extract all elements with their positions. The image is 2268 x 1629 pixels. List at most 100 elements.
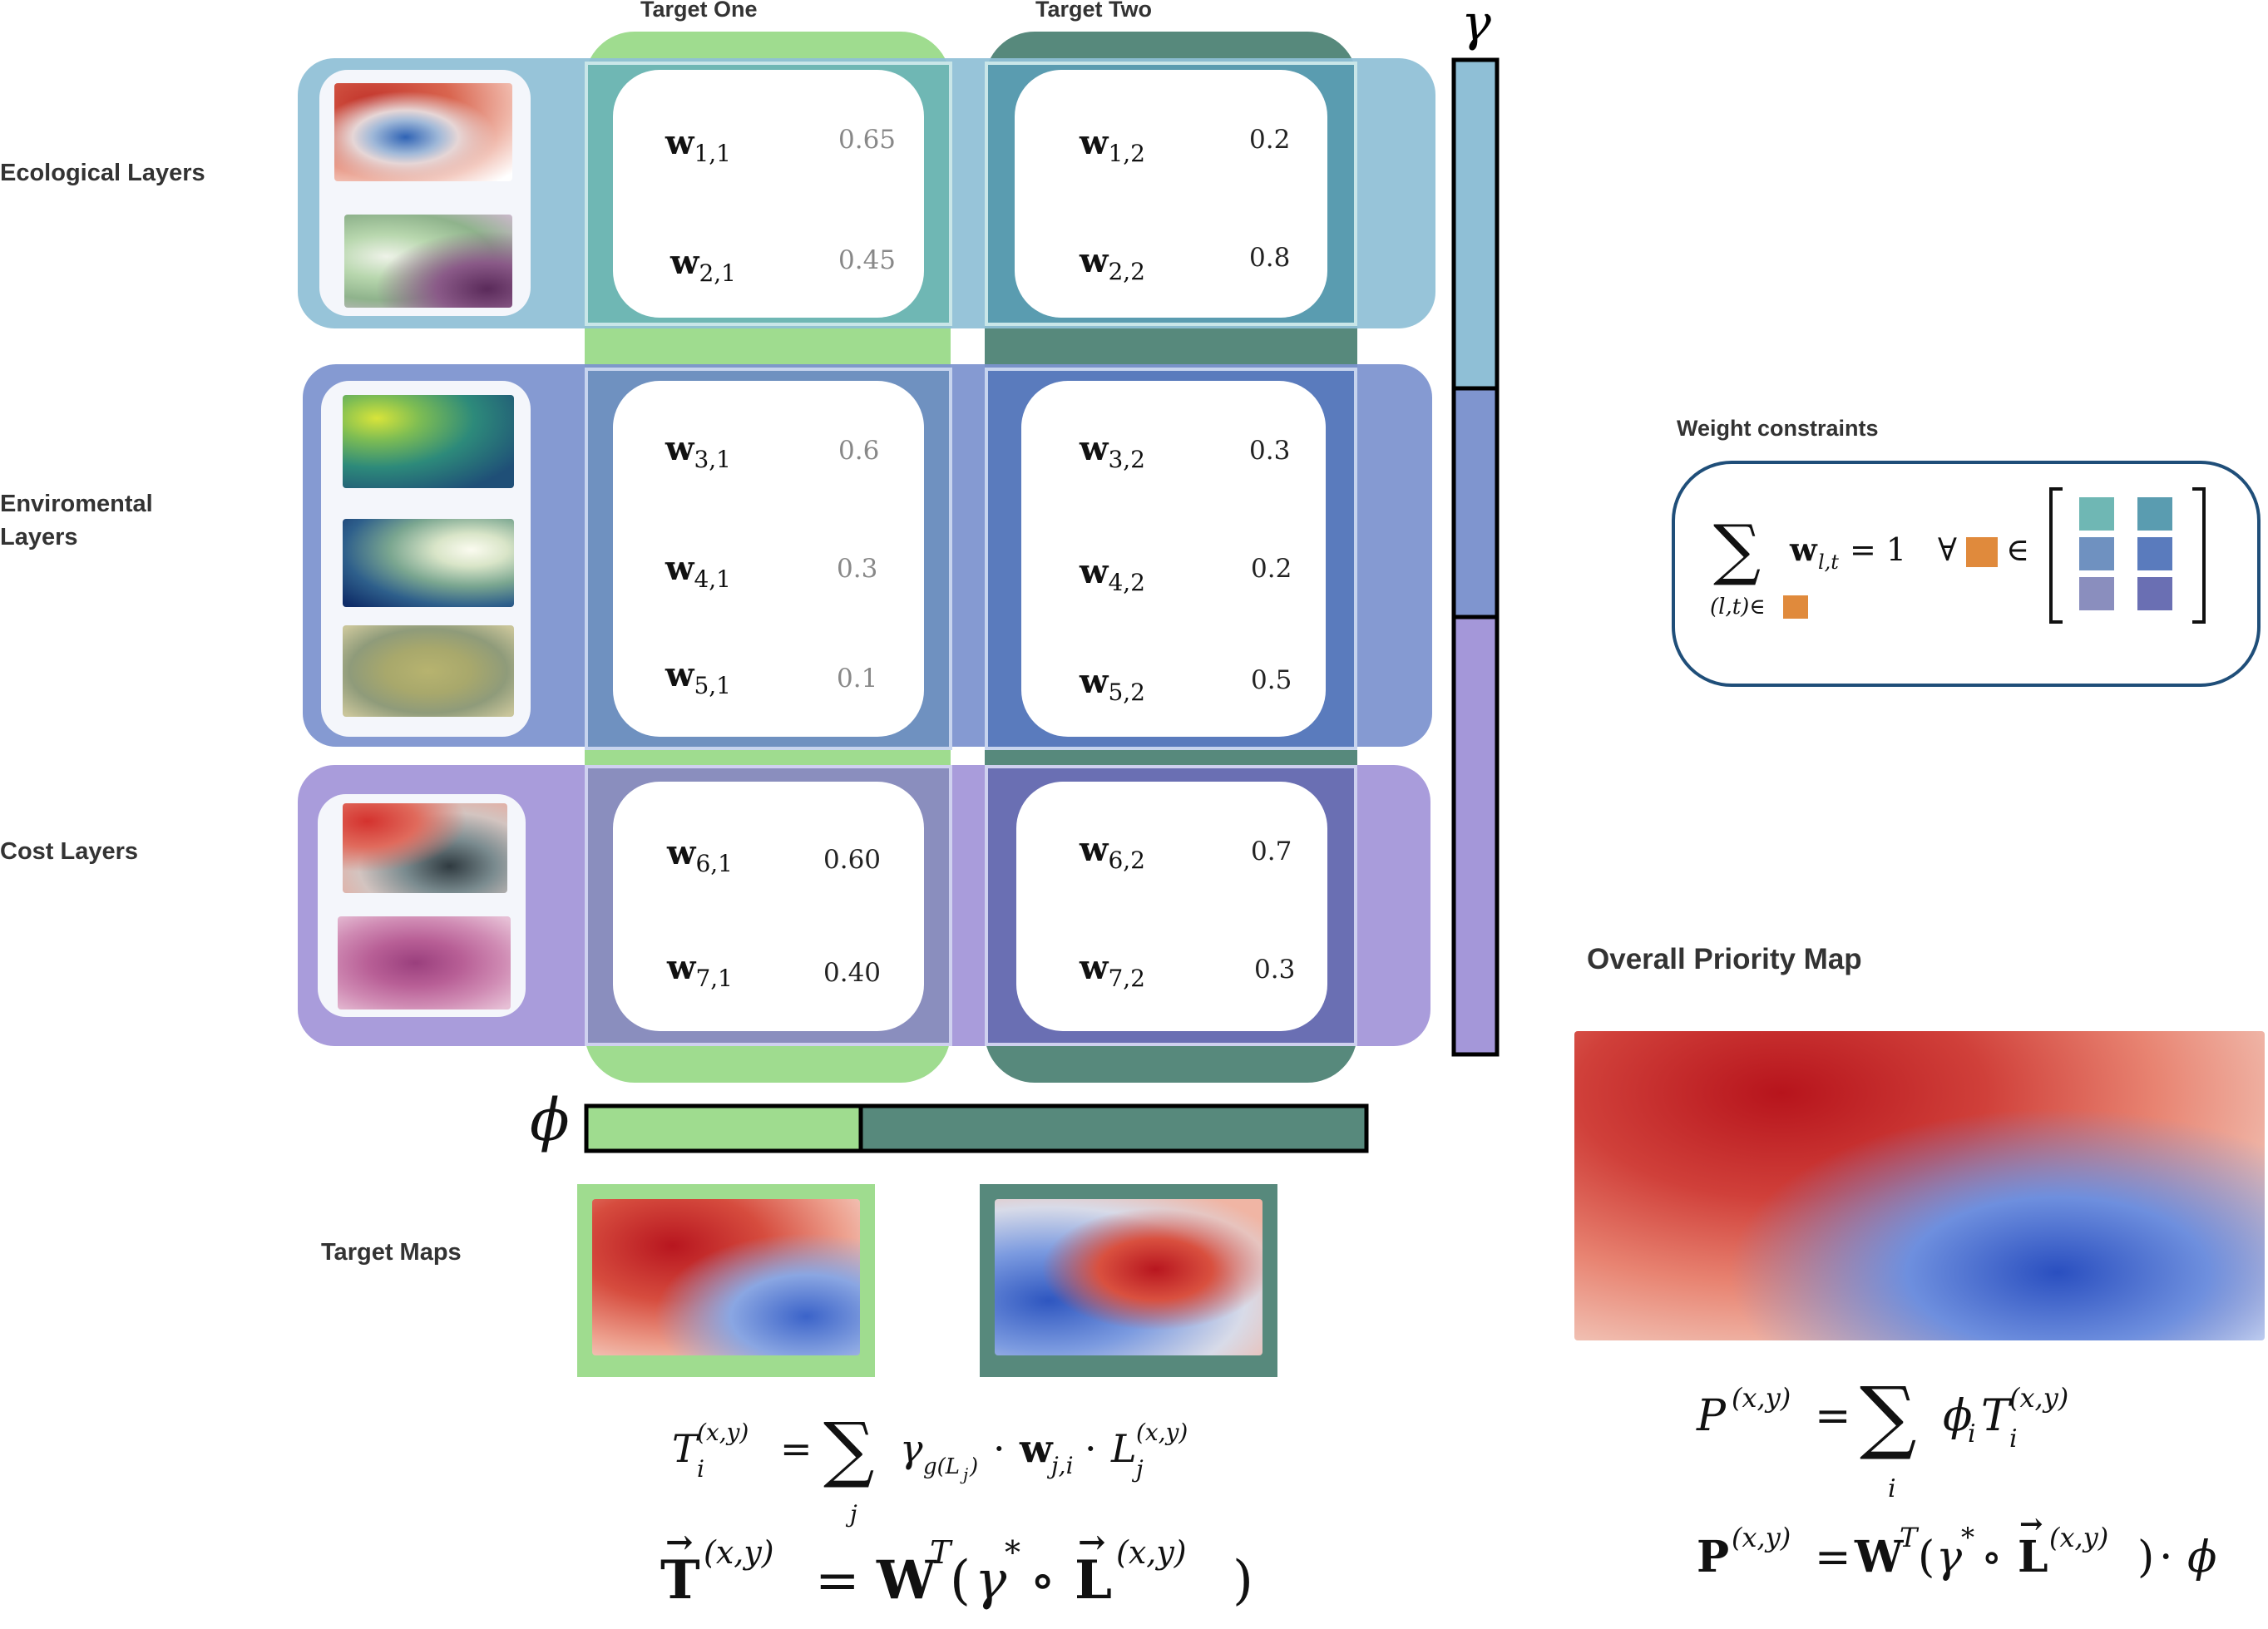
svg-text:T: T: [930, 1534, 953, 1571]
weight-w51-label: w5,1: [665, 655, 731, 699]
constraint-equals: = 1: [1850, 531, 1906, 568]
svg-text:*: *: [1005, 1534, 1020, 1571]
svg-text:): ): [969, 1454, 978, 1479]
svg-text:): ): [2137, 1533, 2154, 1582]
svg-text:g(L: g(L: [923, 1454, 960, 1479]
weight-card-eco-t2: [1015, 70, 1327, 318]
svg-text:(x,y): (x,y): [697, 1419, 749, 1446]
svg-text:w: w: [1019, 1426, 1054, 1471]
gamma-symbol: γ: [1461, 0, 1491, 52]
constraint-forall: ∀: [1938, 531, 1957, 568]
weight-w72-label: w7,2: [1080, 948, 1145, 992]
row-label-cost: Cost Layers: [0, 838, 139, 865]
svg-text:T: T: [1900, 1522, 1920, 1553]
svg-text:j,i: j,i: [1046, 1452, 1074, 1479]
weight-w62-label: w6,2: [1080, 830, 1145, 874]
phi-bar: [584, 1103, 1369, 1153]
svg-text:ϕ: ϕ: [1943, 1391, 1972, 1441]
matrix-cell-cost-t1: [2079, 577, 2114, 610]
phi-segment-target-two: [858, 1103, 1369, 1153]
svg-text:i: i: [2009, 1424, 2018, 1454]
svg-text:ϕ: ϕ: [2187, 1533, 2216, 1582]
svg-text:i: i: [697, 1455, 704, 1483]
svg-text:i: i: [1968, 1419, 1976, 1449]
weight-w21-label: w2,1: [670, 243, 736, 287]
matrix-cell-eco-t2: [2137, 497, 2172, 531]
weight-card-env-t2: [1021, 381, 1326, 737]
svg-text:=: =: [1815, 1533, 1851, 1582]
priority-formula: P (x,y) = ∑ i ϕ i T (x,y) i P (x,y) = W …: [1696, 1370, 2216, 1582]
row-label-ecological: Ecological Layers: [0, 160, 205, 186]
weight-w52-value: 0.5: [1251, 665, 1292, 695]
weight-card-cost-t2: [1016, 782, 1327, 1031]
matrix-cell-env-t1: [2079, 537, 2114, 570]
svg-text:j: j: [960, 1464, 968, 1484]
svg-text:*: *: [1961, 1522, 1974, 1553]
svg-text:∘: ∘: [1981, 1533, 2003, 1582]
priority-map-title: Overall Priority Map: [1587, 943, 1862, 975]
phi-segment-target-one: [584, 1103, 863, 1153]
svg-text:=: =: [1815, 1391, 1851, 1441]
weight-w71-label: w7,1: [667, 948, 733, 992]
weight-w42-value: 0.2: [1251, 554, 1292, 584]
ecological-map-1: [334, 83, 512, 181]
svg-text:i: i: [1888, 1474, 1896, 1503]
phi-symbol: ϕ: [530, 1086, 570, 1154]
weight-w12-value: 0.2: [1249, 125, 1291, 155]
matrix-cell-eco-t1: [2079, 497, 2114, 531]
weight-w51-value: 0.1: [837, 664, 878, 694]
svg-text:L: L: [2018, 1532, 2048, 1582]
ecological-map-2: [344, 215, 512, 308]
weight-w21-value: 0.45: [838, 245, 897, 275]
cost-map-1: [343, 803, 507, 893]
target-two-map: [995, 1199, 1262, 1355]
svg-text:l,t: l,t: [1818, 550, 1839, 574]
svg-text:(x,y): (x,y): [2049, 1522, 2108, 1553]
weight-card-env-t1: [613, 381, 924, 737]
svg-text:(: (: [1918, 1533, 1934, 1582]
constraint-sum-sub: (l,t)∈: [1710, 595, 1766, 620]
svg-text:·: ·: [1085, 1426, 1097, 1471]
weight-constraints-title: Weight constraints: [1677, 416, 1879, 441]
svg-text:=: =: [815, 1550, 860, 1612]
svg-text:L: L: [1110, 1426, 1137, 1471]
svg-text:→: →: [2019, 1508, 2043, 1541]
svg-text:(: (: [950, 1550, 971, 1612]
weight-constraints-formula: ∑ (l,t)∈ w l,t = 1 ∀ ∈: [1710, 487, 2206, 624]
priority-map: [1574, 1031, 2265, 1340]
weight-w12-label: w1,2: [1080, 123, 1145, 167]
svg-text:(x,y): (x,y): [1116, 1534, 1187, 1571]
svg-text:=: =: [780, 1426, 813, 1471]
svg-text:j: j: [845, 1500, 857, 1528]
svg-text:∘: ∘: [1030, 1550, 1055, 1612]
svg-text:(x,y): (x,y): [1732, 1522, 1791, 1553]
header-target-two: Target Two: [1035, 0, 1152, 22]
gamma-segment-ecological: [1451, 57, 1500, 391]
svg-text:W: W: [1854, 1532, 1905, 1582]
svg-text:): ): [1233, 1550, 1253, 1612]
svg-text:∑: ∑: [1860, 1370, 1917, 1463]
weight-w72-value: 0.3: [1254, 955, 1296, 985]
svg-text:·: ·: [993, 1426, 1006, 1471]
svg-text:γ: γ: [1936, 1533, 1963, 1582]
svg-text:T: T: [672, 1426, 700, 1471]
environmental-map-2: [343, 519, 514, 607]
weight-w32-value: 0.3: [1249, 436, 1291, 466]
constraint-sum-symbol: ∑: [1713, 511, 1761, 588]
weight-w52-label: w5,2: [1080, 662, 1145, 706]
gamma-segment-cost: [1451, 615, 1500, 1057]
weight-w41-value: 0.3: [837, 554, 878, 584]
row-label-environmental: Enviromental Layers: [0, 491, 153, 550]
svg-text:→: →: [665, 1523, 694, 1562]
weight-w71-value: 0.40: [823, 958, 882, 988]
svg-text:W: W: [876, 1549, 937, 1612]
environmental-map-3: [343, 625, 514, 717]
weight-w61-value: 0.60: [823, 845, 882, 875]
weight-w11-label: w1,1: [665, 123, 731, 167]
svg-text:(x,y): (x,y): [2009, 1382, 2068, 1414]
matrix-cell-env-t2: [2137, 537, 2172, 570]
constraint-in: ∈: [2006, 531, 2029, 568]
constraint-sub-orange-square: [1783, 595, 1808, 619]
svg-text:T: T: [1981, 1391, 2013, 1441]
svg-text:γ: γ: [975, 1550, 1007, 1612]
